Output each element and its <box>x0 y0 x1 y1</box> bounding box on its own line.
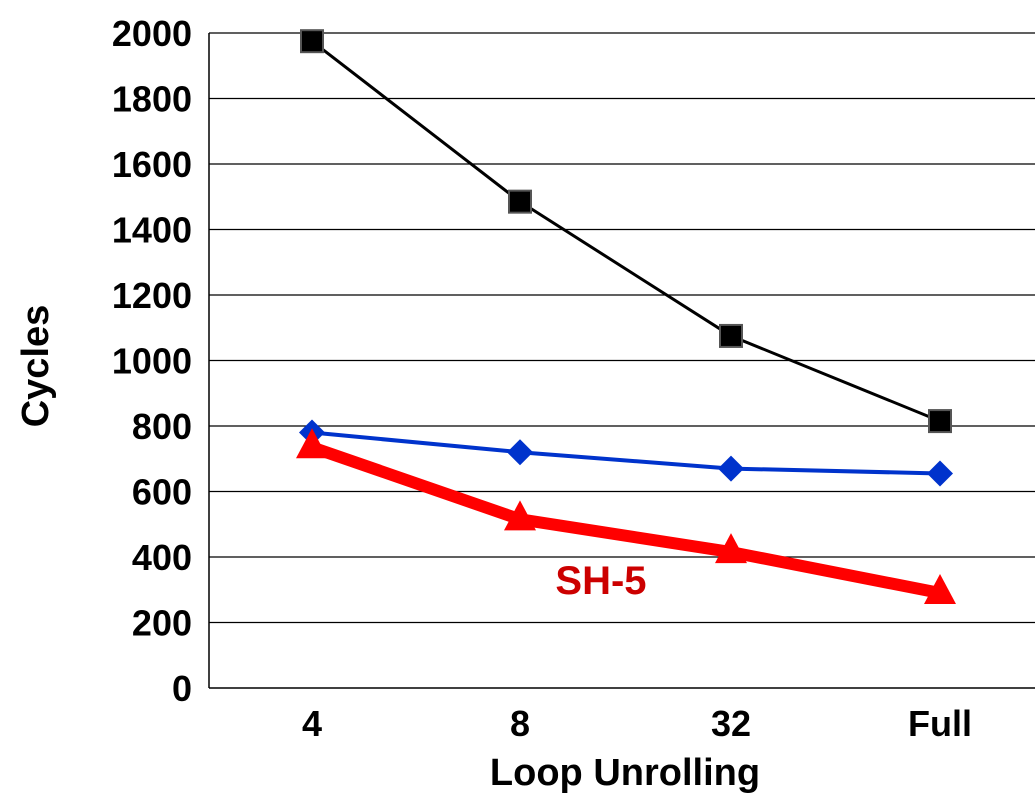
x-tick-label-8: 8 <box>510 703 530 744</box>
series-1-point-4 <box>300 29 324 54</box>
y-tick-label-1600: 1600 <box>112 144 192 185</box>
y-tick-label-200: 200 <box>132 603 192 644</box>
series-1-point-full <box>928 409 952 434</box>
y-tick-labels: 0 200 400 600 800 1000 1200 1400 1600 1800 2000 <box>112 13 192 709</box>
y-tick-label-1200: 1200 <box>112 275 192 316</box>
y-tick-label-400: 400 <box>132 537 192 578</box>
series-1 <box>300 29 952 434</box>
series-3-line <box>306 441 946 600</box>
x-tick-label-4: 4 <box>302 703 322 744</box>
y-tick-label-1000: 1000 <box>112 341 192 382</box>
gridlines <box>209 32 1035 624</box>
series-1-point-32 <box>719 323 743 348</box>
y-tick-label-2000: 2000 <box>112 13 192 54</box>
series-3-point-full <box>924 574 956 605</box>
series-3 <box>296 428 956 605</box>
series-2 <box>299 419 953 487</box>
x-tick-label-32: 32 <box>711 703 751 744</box>
y-tick-label-0: 0 <box>172 668 192 709</box>
y-tick-label-600: 600 <box>132 472 192 513</box>
series-3-point-4 <box>296 428 328 459</box>
series <box>296 29 956 605</box>
series-2-point-full <box>927 460 953 487</box>
y-tick-label-1800: 1800 <box>112 79 192 120</box>
series-3-point-32 <box>715 533 747 564</box>
series-2-line <box>310 430 942 476</box>
series-3-point-8 <box>504 500 536 531</box>
y-tick-label-1400: 1400 <box>112 210 192 251</box>
series-2-point-8 <box>507 439 533 466</box>
annotation-sh5: SH-5 <box>555 559 646 603</box>
series-1-line <box>310 39 942 423</box>
x-axis-title: Loop Unrolling <box>490 752 760 794</box>
x-tick-label-full: Full <box>908 703 972 744</box>
y-tick-label-800: 800 <box>132 406 192 447</box>
x-tick-labels: 4 8 32 Full <box>302 703 972 744</box>
series-1-point-8 <box>508 189 532 214</box>
series-2-point-32 <box>718 455 744 482</box>
y-axis-title: Cycles <box>15 305 57 428</box>
